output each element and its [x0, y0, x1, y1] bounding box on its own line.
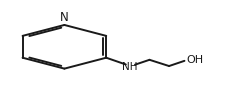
Text: N: N — [60, 11, 68, 24]
Text: OH: OH — [185, 55, 202, 65]
Text: NH: NH — [122, 62, 137, 72]
